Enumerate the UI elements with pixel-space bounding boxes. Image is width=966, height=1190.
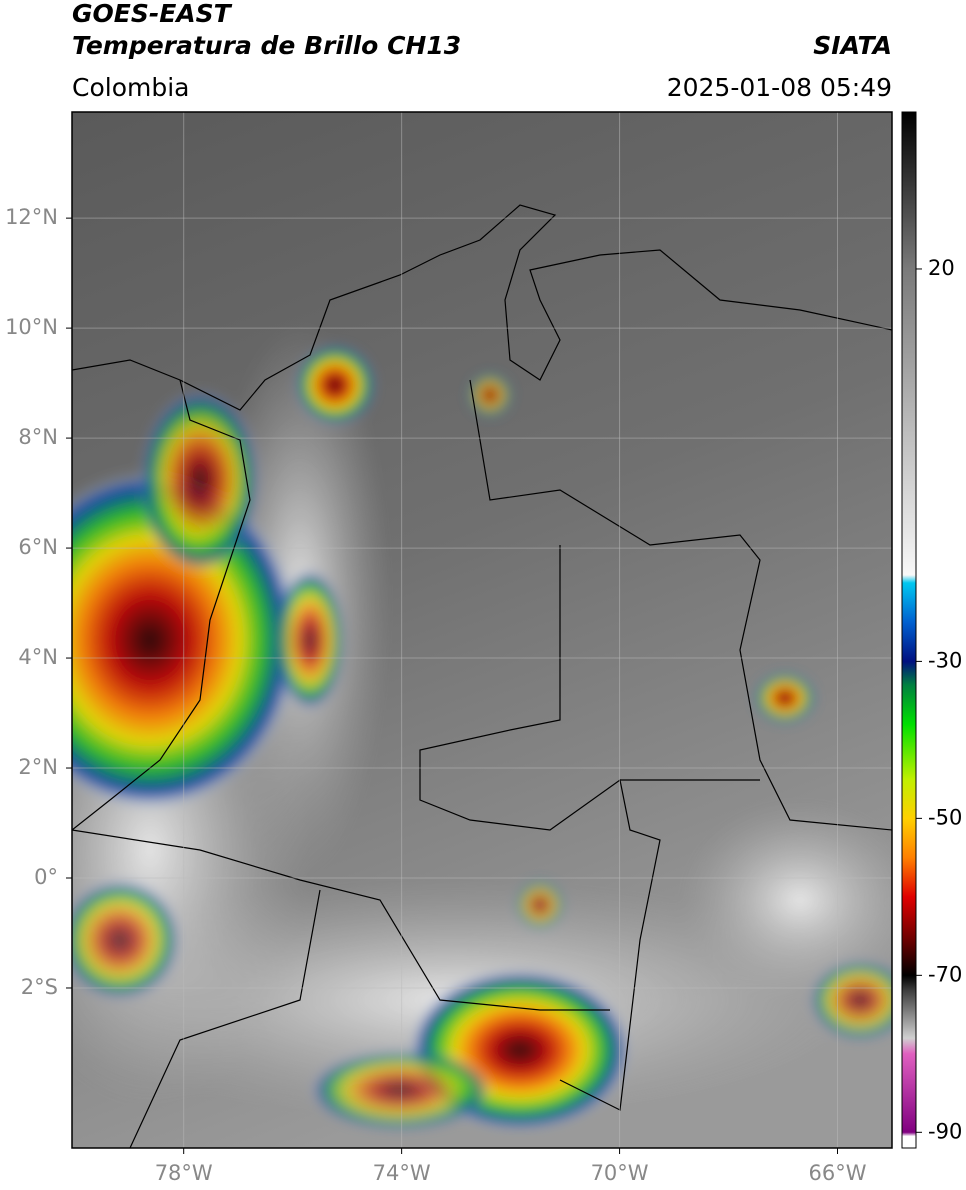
- title: GOES-EAST: [72, 0, 233, 28]
- y-tick-label: 6°N: [18, 535, 58, 559]
- x-tick-label: 74°W: [373, 1161, 431, 1185]
- colorbar-tick-label: -50: [928, 805, 962, 829]
- y-tick-label: 8°N: [18, 425, 58, 449]
- grid: [72, 112, 892, 1148]
- y-tick-label: 12°N: [5, 205, 58, 229]
- y-tick-label: 4°N: [18, 645, 58, 669]
- x-tick-label: 66°W: [809, 1161, 867, 1185]
- colorbar-tick-label: -30: [928, 648, 962, 672]
- colorbar: [901, 111, 917, 1149]
- colorbar-tick-label: -90: [928, 1119, 962, 1143]
- colorbar-tick-label: 20: [928, 256, 955, 280]
- x-tick-label: 78°W: [155, 1161, 213, 1185]
- region: Colombia: [72, 73, 189, 102]
- source: SIATA: [813, 31, 892, 60]
- map-frame: [71, 111, 893, 1149]
- datetime: 2025-01-08 05:49: [667, 73, 892, 102]
- y-tick-label: 0°: [34, 865, 58, 889]
- y-tick-label: 10°N: [5, 315, 58, 339]
- subtitle: Temperatura de Brillo CH13: [72, 31, 461, 60]
- colorbar-tick-label: -70: [928, 962, 962, 986]
- imagery: [72, 112, 892, 1148]
- x-tick-label: 70°W: [591, 1161, 649, 1185]
- y-tick-label: 2°S: [21, 975, 58, 999]
- y-tick-label: 2°N: [18, 755, 58, 779]
